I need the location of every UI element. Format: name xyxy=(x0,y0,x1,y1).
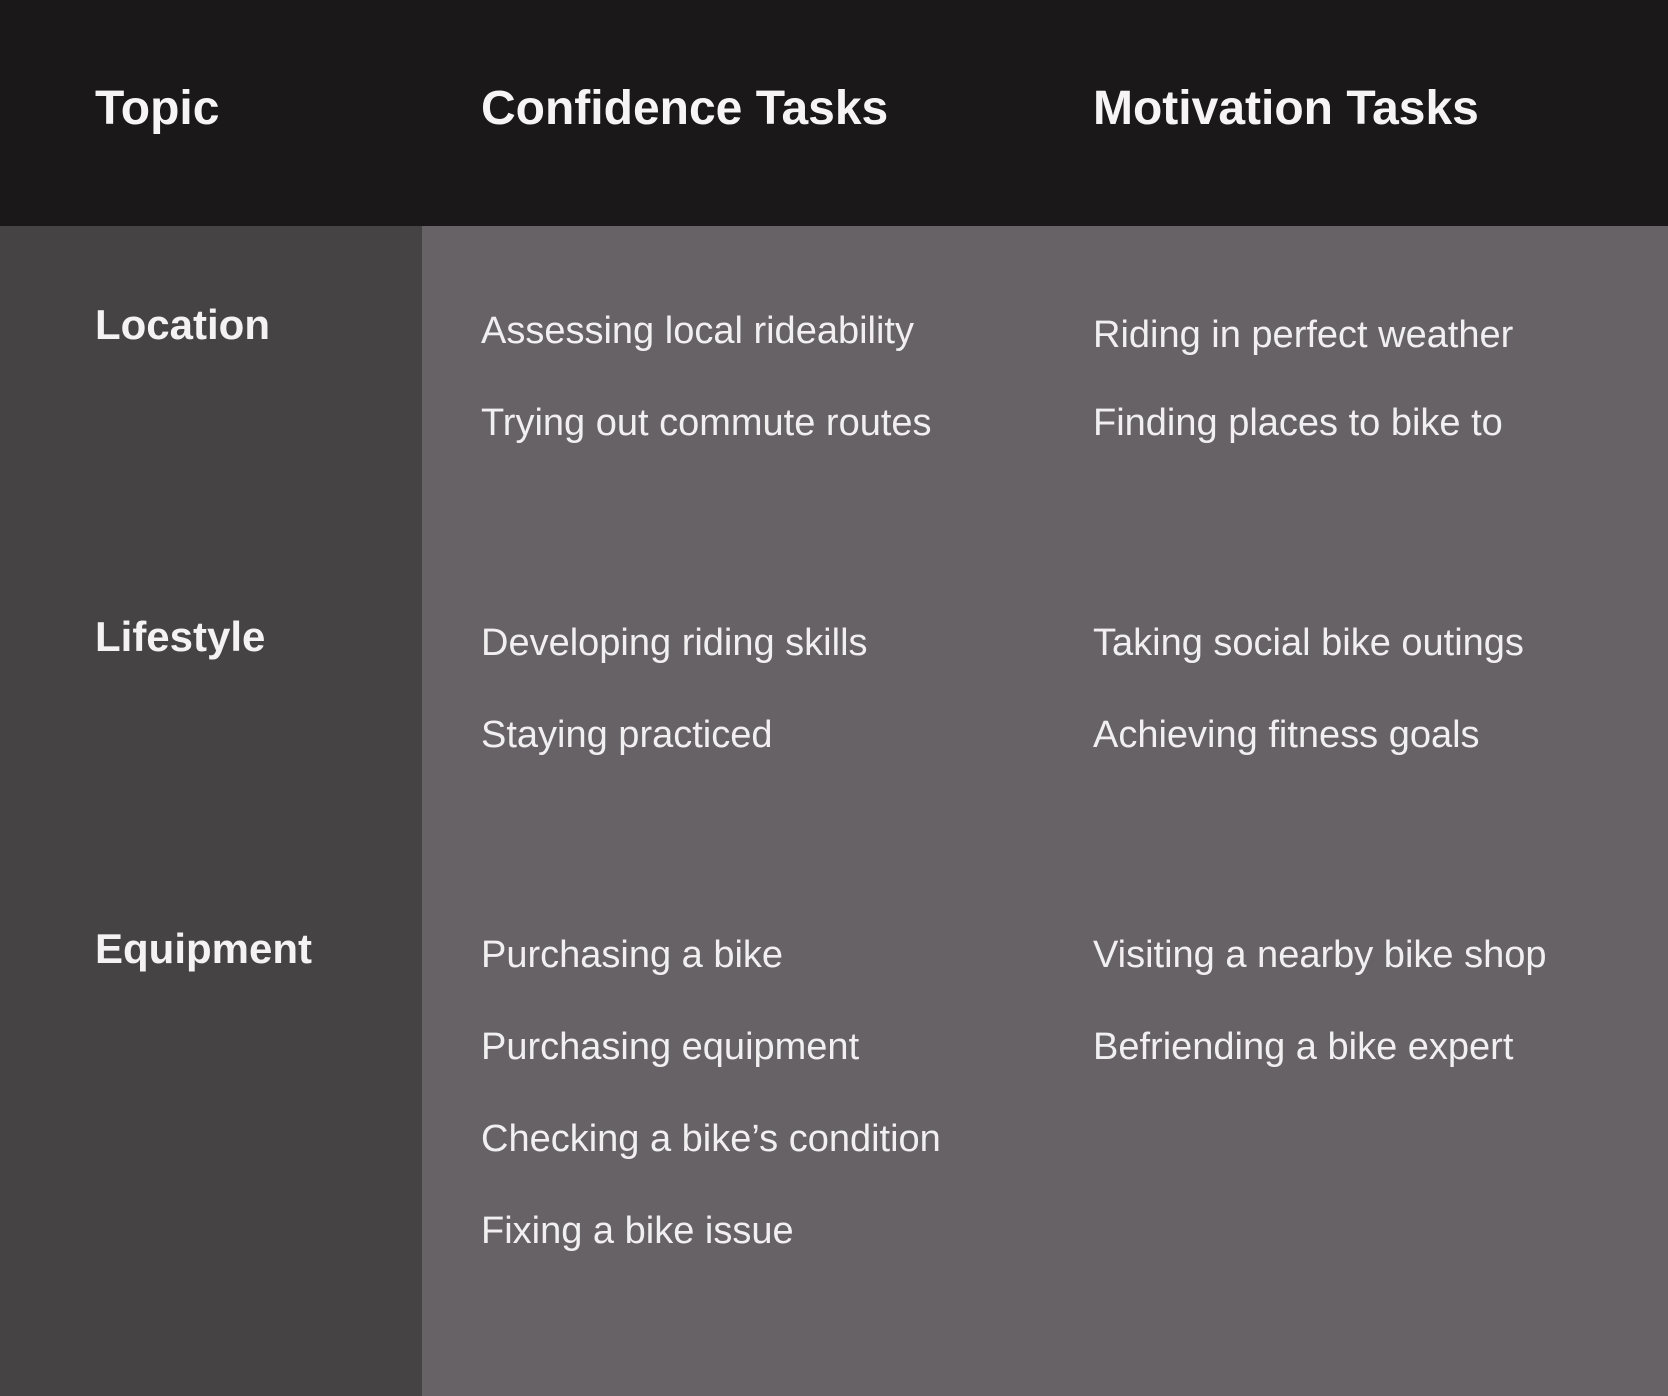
list-item: Checking a bike’s condition xyxy=(481,1118,941,1160)
header-confidence-tasks: Confidence Tasks xyxy=(481,82,889,135)
location-confidence-list: Assessing local rideability Trying out c… xyxy=(481,306,932,490)
table-header: Topic Confidence Tasks Motivation Tasks xyxy=(0,0,1668,226)
row-topic-lifestyle: Lifestyle xyxy=(95,613,266,660)
lifestyle-confidence-list: Developing riding skills Staying practic… xyxy=(481,618,868,802)
list-item: Developing riding skills xyxy=(481,622,868,664)
lifestyle-motivation-list: Taking social bike outings Achieving fit… xyxy=(1093,618,1524,802)
list-item: Purchasing a bike xyxy=(481,934,784,976)
equipment-confidence-list: Purchasing a bike Purchasing equipment C… xyxy=(481,930,941,1298)
topic-column xyxy=(0,226,422,1396)
header-topic: Topic xyxy=(95,82,220,135)
list-item: Visiting a nearby bike shop xyxy=(1093,934,1547,976)
location-motivation-list: Riding in perfect weather Finding places… xyxy=(1093,310,1513,490)
list-item: Trying out commute routes xyxy=(481,402,932,444)
row-topic-location: Location xyxy=(95,301,270,348)
list-item: Staying practiced xyxy=(481,714,773,756)
list-item: Fixing a bike issue xyxy=(481,1210,794,1252)
list-item: Riding in perfect weather xyxy=(1093,314,1514,356)
list-item: Purchasing equipment xyxy=(481,1026,860,1068)
equipment-motivation-list: Visiting a nearby bike shop Befriending … xyxy=(1093,930,1546,1114)
list-item: Taking social bike outings xyxy=(1093,622,1524,664)
list-item: Assessing local rideability xyxy=(481,310,914,352)
header-motivation-tasks: Motivation Tasks xyxy=(1093,82,1479,135)
list-item: Befriending a bike expert xyxy=(1093,1026,1514,1068)
list-item: Achieving fitness goals xyxy=(1093,714,1480,756)
list-item: Finding places to bike to xyxy=(1093,402,1503,444)
row-topic-equipment: Equipment xyxy=(95,925,312,972)
